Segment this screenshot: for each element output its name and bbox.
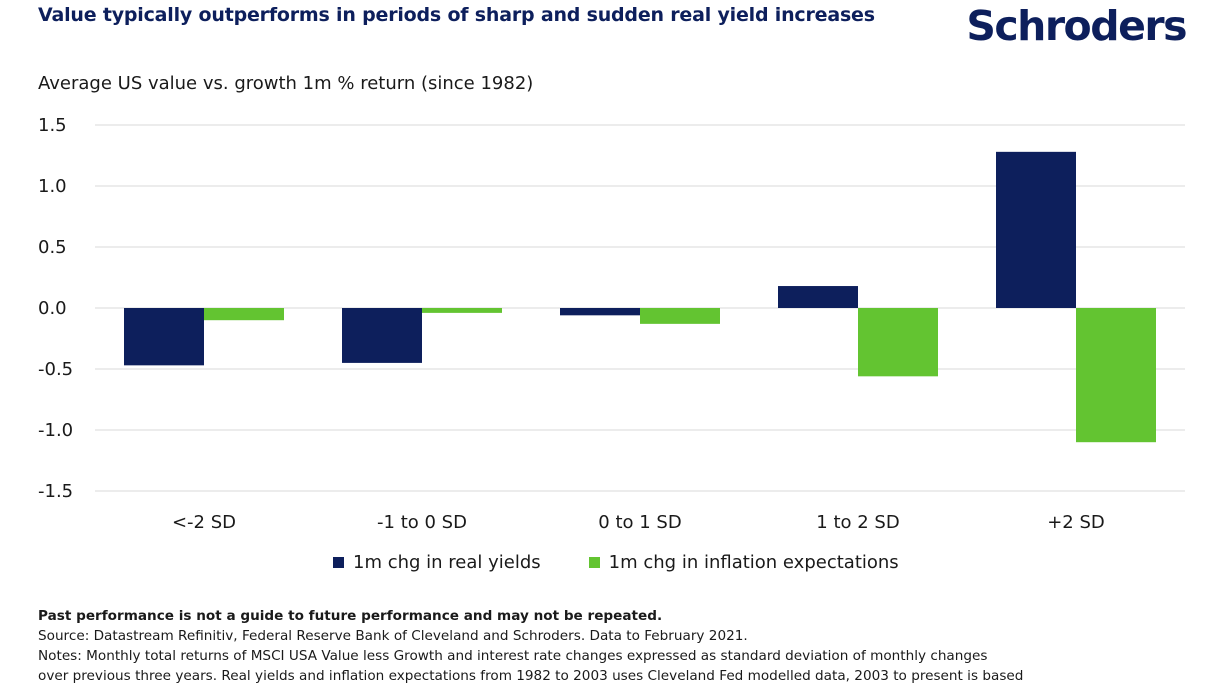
bar-inflation-expectations (1076, 308, 1156, 443)
legend-swatch-inflation-expectations (588, 557, 600, 568)
legend-swatch-real-yields (333, 557, 344, 568)
x-tick-label: 1 to 2 SD (816, 512, 899, 533)
x-axis-ticks: <-2 SD -1 to 0 SD 0 to 1 SD 1 to 2 SD +2 SD (172, 512, 1105, 533)
chart-subtitle: Average US value vs. growth 1m % return … (38, 73, 534, 94)
y-tick-label: -1.5 (38, 481, 73, 502)
bar-inflation-expectations (422, 308, 502, 313)
x-tick-label: 0 to 1 SD (598, 512, 681, 533)
y-axis-ticks: 1.5 1.0 0.5 0.0 -0.5 -1.0 -1.5 (38, 115, 73, 502)
disclaimer: Past performance is not a guide to futur… (38, 608, 663, 624)
bar-real-yields (560, 308, 640, 316)
legend-item-inflation-expectations: 1m chg in inflation expectations (588, 552, 899, 573)
notes-line-1: Notes: Monthly total returns of MSCI USA… (38, 648, 988, 664)
y-tick-label: -0.5 (38, 359, 73, 380)
bar-real-yields (778, 286, 858, 308)
footer: Past performance is not a guide to futur… (38, 606, 1198, 686)
legend-item-real-yields: 1m chg in real yields (333, 552, 541, 573)
bar-inflation-expectations (640, 308, 720, 324)
legend-label-real-yields: 1m chg in real yields (353, 552, 541, 573)
notes-line-2: over previous three years. Real yields a… (38, 668, 1024, 684)
y-tick-label: 0.5 (38, 237, 67, 258)
x-tick-label: -1 to 0 SD (377, 512, 467, 533)
y-tick-label: 0.0 (38, 298, 67, 319)
source-note: Source: Datastream Refinitiv, Federal Re… (38, 628, 748, 644)
y-tick-label: -1.0 (38, 420, 73, 441)
y-tick-label: 1.5 (38, 115, 67, 136)
bar-inflation-expectations (204, 308, 284, 321)
bar-real-yields (124, 308, 204, 366)
legend: 1m chg in real yields 1m chg in inflatio… (333, 552, 947, 573)
legend-label-inflation-expectations: 1m chg in inflation expectations (608, 552, 899, 573)
x-tick-label: +2 SD (1047, 512, 1105, 533)
chart-title: Value typically outperforms in periods o… (38, 4, 875, 26)
bar-inflation-expectations (858, 308, 938, 377)
schroders-logo: Schroders (966, 2, 1187, 50)
bar-real-yields (342, 308, 422, 363)
x-tick-label: <-2 SD (172, 512, 236, 533)
bar-real-yields (996, 151, 1076, 308)
y-tick-label: 1.0 (38, 176, 67, 197)
bar-chart: 1.5 1.0 0.5 0.0 -0.5 -1.0 -1.5 <-2 SD -1 to 0 S… (38, 115, 1185, 533)
bars (124, 151, 1156, 443)
